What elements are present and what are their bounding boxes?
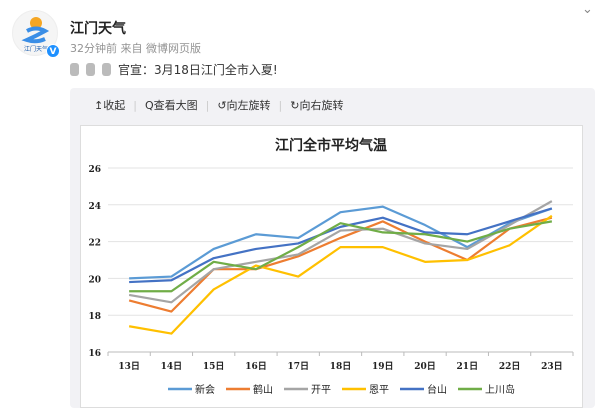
y-tick-label: 24: [88, 202, 101, 212]
x-tick-label: 21日: [457, 361, 479, 372]
view-large-button[interactable]: Q查看大图: [144, 99, 198, 112]
post-meta: 32分钟前 来自 微博网页版: [70, 42, 201, 55]
x-tick-label: 16日: [245, 361, 267, 372]
legend-label: 恩平: [369, 384, 389, 396]
microphone-emoji-icon: [86, 63, 95, 76]
y-tick-label: 26: [88, 165, 101, 175]
series-line-新会: [129, 205, 553, 280]
y-tick-label: 22: [88, 239, 101, 249]
microphone-emoji-icon: [102, 63, 111, 76]
x-tick-label: 23日: [541, 361, 563, 372]
x-tick-label: 17日: [287, 361, 309, 372]
series-line-恩平: [128, 214, 553, 335]
microphone-emoji-icon: [70, 63, 79, 76]
x-tick-label: 22日: [499, 361, 521, 372]
chart-title: 江门全市平均气温: [275, 137, 387, 154]
collapse-button[interactable]: ↥收起: [94, 99, 126, 112]
series-line-台山: [129, 207, 553, 284]
weather-logo-icon: 江门天气: [21, 17, 50, 53]
x-tick-label: 14日: [161, 361, 183, 372]
verified-badge-icon: V: [46, 44, 60, 58]
x-tick-label: 15日: [203, 361, 225, 372]
y-tick-label: 20: [88, 275, 101, 285]
image-toolbar: ↥收起 | Q查看大图 | ↺向左旋转 | ↻向右旋转: [88, 97, 349, 113]
legend-label: 新会: [195, 383, 215, 396]
series-line-鹤山: [128, 216, 553, 313]
legend-label: 上川岛: [485, 383, 515, 396]
y-tick-label: 16: [88, 349, 101, 359]
series-line-开平: [128, 200, 553, 304]
legend-label: 台山: [427, 383, 447, 396]
chart-image[interactable]: 江门全市平均气温 16 18 20 22 24 26 13日 14日 15日 16日 17日 18日 1…: [80, 125, 583, 408]
x-tick-label: 13日: [118, 361, 140, 372]
post-text-content: 官宣：3月18日江门全市入夏!: [118, 63, 278, 77]
y-tick-label: 18: [88, 312, 101, 322]
chevron-down-icon[interactable]: ⌄: [582, 2, 593, 17]
x-tick-label: 19日: [372, 361, 394, 372]
avatar-text: 江门天气: [24, 45, 48, 53]
rotate-left-button[interactable]: ↺向左旋转: [217, 99, 271, 112]
rotate-right-button[interactable]: ↻向右旋转: [290, 99, 344, 112]
legend-label: 鹤山: [253, 383, 273, 396]
author-name[interactable]: 江门天气: [70, 21, 126, 37]
avatar[interactable]: 江门天气: [12, 10, 58, 56]
post-text: 官宣：3月18日江门全市入夏!: [70, 61, 278, 78]
x-tick-label: 18日: [330, 361, 352, 372]
x-tick-label: 20日: [414, 361, 436, 372]
temperature-chart: 江门全市平均气温 16 18 20 22 24 26 13日 14日 15日 16日 17日 18日 1…: [88, 137, 574, 396]
series-line-上川岛: [129, 220, 553, 293]
image-viewer-panel: ↥收起 | Q查看大图 | ↺向左旋转 | ↻向右旋转 江门全市平均气温 16 18 20…: [70, 88, 595, 408]
legend-label: 开平: [311, 385, 331, 396]
